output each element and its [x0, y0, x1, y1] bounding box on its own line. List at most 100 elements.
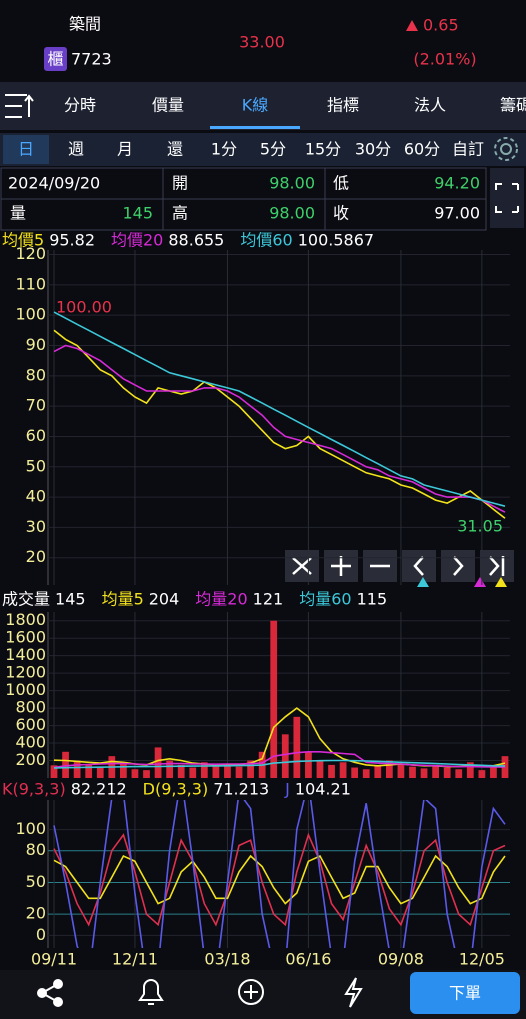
series-line [53, 344, 506, 513]
series-line [53, 311, 506, 507]
y-tick-label: 1600 [5, 628, 46, 647]
volume-bar [235, 766, 243, 778]
volume-bar [305, 751, 312, 778]
y-tick-label: 400 [15, 733, 46, 752]
legend-name: 均價20 [111, 231, 163, 250]
y-tick-label: 100 [15, 305, 46, 324]
price: 33.00 [239, 33, 285, 52]
volume-bar [351, 767, 359, 778]
info-open-label: 開 [172, 174, 188, 193]
volume-bar [189, 767, 197, 778]
y-tick-label: 120 [15, 244, 46, 263]
up-arrow [406, 20, 418, 31]
legend-value: 104.21 [295, 780, 351, 799]
tab: 法人 [414, 96, 446, 115]
legend-value: 71.213 [213, 780, 269, 799]
info-close: 97.00 [434, 204, 480, 223]
legend-value: 82.212 [71, 780, 127, 799]
stock-name: 築間 [69, 15, 101, 34]
series-line [53, 759, 506, 769]
bottom-icons [37, 977, 363, 1008]
period: 30分 [355, 140, 391, 159]
period: 週 [68, 140, 84, 159]
volume-bar [131, 769, 139, 778]
legend-value: 88.655 [168, 231, 224, 250]
prev-button[interactable] [402, 550, 436, 582]
board: 櫃 [47, 50, 63, 69]
y-tick-label: 40 [26, 487, 46, 506]
legend-value: 115 [357, 590, 388, 609]
next-button[interactable] [441, 550, 475, 582]
period: 自訂 [452, 140, 484, 159]
info-high: 98.00 [269, 204, 315, 223]
volume-bar [397, 764, 405, 778]
y-tick-label: 80 [26, 840, 46, 859]
legend-value: 204 [149, 590, 180, 609]
volume-bar [120, 762, 127, 778]
tab-bar [0, 82, 526, 130]
volume-bar [143, 770, 150, 778]
period: 60分 [404, 140, 440, 159]
volume-bar [362, 769, 370, 778]
quick-icon[interactable] [344, 977, 363, 1008]
tab: 分時 [64, 96, 96, 115]
change-pct: (2.01%) [413, 50, 476, 69]
volume-bar [455, 769, 463, 778]
y-tick-label: 1200 [5, 663, 46, 682]
y-tick-label: 1000 [5, 680, 46, 699]
legend-value: 145 [55, 590, 86, 609]
info-grid [0, 167, 487, 231]
change: 0.65 [423, 16, 459, 35]
volume-bar [385, 760, 393, 778]
y-tick-label: 80 [26, 365, 46, 384]
settings-icon[interactable] [494, 137, 518, 161]
legend-name: 均價5 [2, 231, 44, 250]
legend-name: 均量60 [299, 590, 351, 609]
info-low: 94.20 [434, 174, 480, 193]
y-tick-label: 1800 [5, 610, 46, 629]
expand-button[interactable] [490, 168, 524, 228]
period: 15分 [305, 140, 341, 159]
menu-icon[interactable] [5, 94, 34, 118]
volume-bar [339, 762, 347, 778]
y-tick-label: 90 [26, 335, 46, 354]
share-icon[interactable] [37, 979, 63, 1007]
plot [53, 311, 506, 519]
tab: K線 [242, 96, 269, 115]
volume-bar [177, 764, 185, 778]
period: 還 [167, 140, 183, 159]
volume-bar [409, 766, 416, 778]
info-date: 2024/09/20 [8, 174, 100, 193]
period-active [3, 135, 49, 164]
legend-value: 95.82 [49, 231, 95, 250]
volume-bar [247, 760, 254, 778]
volume-bar [420, 768, 428, 778]
y-tick-label: 600 [15, 715, 46, 734]
period: 日 [18, 140, 34, 159]
series-line [53, 329, 506, 519]
x-tick-label: 12/11 [112, 950, 158, 969]
x-tick-label: 09/11 [31, 950, 77, 969]
volume-bar [316, 760, 324, 778]
volume-bar [281, 734, 289, 778]
alert-icon[interactable] [138, 979, 164, 1005]
legend-name: D(9,3,3) [143, 780, 209, 799]
volume-bar [478, 770, 486, 778]
y-tick-label: 50 [26, 872, 46, 891]
volume-bar [432, 764, 439, 778]
period: 1分 [211, 140, 237, 159]
stock-code: 7723 [71, 50, 112, 69]
y-tick-label: 110 [15, 274, 46, 293]
period-bar [0, 133, 526, 166]
add-icon[interactable] [238, 979, 264, 1005]
y-tick-label: 50 [26, 456, 46, 475]
tab: 指標 [327, 96, 359, 115]
order-button[interactable] [410, 972, 520, 1014]
legend-name: 成交量 [2, 590, 50, 609]
volume-bar [166, 760, 174, 778]
x-tick-label: 03/18 [204, 950, 250, 969]
volume-bar [200, 762, 208, 778]
legend-value: 121 [253, 590, 284, 609]
